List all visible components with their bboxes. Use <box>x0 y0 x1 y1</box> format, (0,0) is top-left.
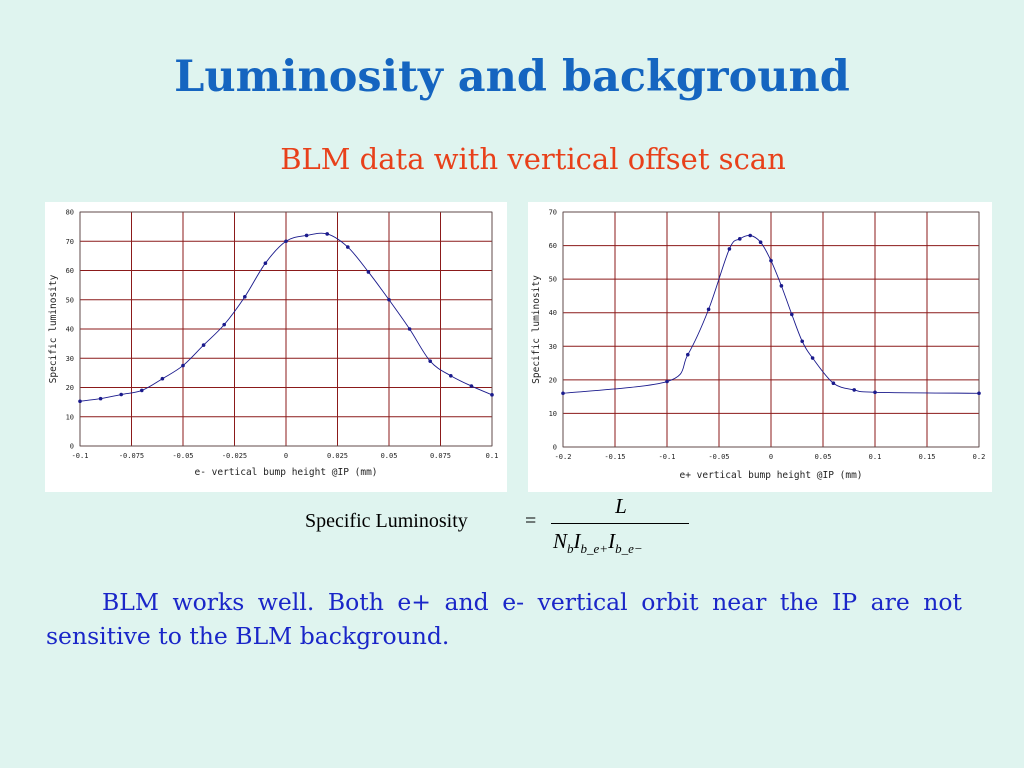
data-point <box>706 307 711 312</box>
y-tick-label: 70 <box>549 209 557 217</box>
y-tick-label: 20 <box>66 384 74 392</box>
data-point <box>449 374 453 378</box>
conclusion-text: BLM works well. Both e+ and e- vertical … <box>46 588 962 650</box>
data-point <box>366 270 371 274</box>
data-point <box>222 322 226 327</box>
x-tick-label: 0.05 <box>381 452 398 460</box>
y-tick-label: 10 <box>549 410 557 418</box>
e-plus-scan-svg: -0.2 -0.15 -0.1 -0.05 0 0.05 0.1 0.15 0.2 0 10 20 30… <box>531 209 986 482</box>
data-point <box>78 399 82 404</box>
den-n: N <box>553 529 568 553</box>
e-minus-scan-chart: -0.1 -0.075 -0.05 -0.025 0 0.025 0.05 0.075 0.1 0… <box>45 202 507 492</box>
y-tick-label: 60 <box>549 242 557 250</box>
formula-numerator: L <box>615 494 627 518</box>
data-point <box>304 233 309 238</box>
x-axis-label: e+ vertical bump height @IP (mm) <box>679 470 862 481</box>
data-point <box>831 381 836 386</box>
data-point <box>346 245 350 249</box>
y-tick-label: 50 <box>549 276 557 284</box>
e-plus-scan-chart: -0.2 -0.15 -0.1 -0.05 0 0.05 0.1 0.15 0.2 0 10 20 30… <box>528 202 992 492</box>
x-tick-label: -0.1 <box>659 453 676 461</box>
data-point <box>284 239 288 244</box>
data-point <box>469 384 474 388</box>
y-tick-label: 40 <box>66 326 74 334</box>
data-point <box>758 240 763 245</box>
data-point <box>181 363 185 368</box>
data-point <box>407 327 412 331</box>
x-tick-label: -0.2 <box>555 453 572 461</box>
x-tick-label: 0.1 <box>486 452 499 460</box>
x-tick-label: 0 <box>284 452 288 460</box>
den-i2: I <box>608 529 616 553</box>
x-tick-label: -0.025 <box>222 452 247 460</box>
y-tick-label: 20 <box>549 376 557 384</box>
data-point <box>325 232 330 236</box>
y-tick-label: 0 <box>553 444 557 452</box>
x-tick-label: 0.075 <box>430 452 451 460</box>
data-point <box>727 247 732 251</box>
den-i1: I <box>573 529 581 553</box>
data-point <box>873 390 877 395</box>
y-tick-label: 50 <box>66 296 74 304</box>
x-tick-label: -0.05 <box>172 452 193 460</box>
x-axis-label: e- vertical bump height @IP (mm) <box>194 467 377 478</box>
data-point <box>561 391 565 396</box>
data-point <box>810 356 815 360</box>
y-axis-label: Specific luminosity <box>48 274 59 383</box>
den-n-sub: b <box>567 541 574 557</box>
data-point <box>119 392 123 397</box>
y-tick-label: 30 <box>549 343 557 351</box>
data-point <box>748 233 752 238</box>
data-point <box>201 343 206 347</box>
e-minus-scan-svg: -0.1 -0.075 -0.05 -0.025 0 0.025 0.05 0.075 0.1 0… <box>48 209 499 479</box>
data-point <box>98 396 103 401</box>
x-tick-label: -0.15 <box>604 453 625 461</box>
den-i1-sub: b_e+ <box>580 541 609 557</box>
data-point <box>665 379 669 384</box>
x-tick-label: -0.05 <box>708 453 729 461</box>
y-tick-label: 10 <box>66 413 74 421</box>
formula-label: Specific Luminosity <box>305 510 468 532</box>
slide-subtitle: BLM data with vertical offset scan <box>280 142 786 176</box>
y-tick-label: 80 <box>66 209 74 217</box>
plot-frame <box>79 211 493 447</box>
slide-title: Luminosity and background <box>174 52 850 102</box>
x-tick-label: 0.025 <box>327 452 348 460</box>
data-point <box>977 391 981 396</box>
data-point <box>686 352 690 357</box>
data-point <box>140 388 144 393</box>
data-point <box>738 237 742 241</box>
x-tick-label: 0 <box>769 453 773 461</box>
den-i2-sub: b_e− <box>615 541 643 557</box>
y-tick-label: 60 <box>66 267 74 275</box>
formula-denominator: NbIb_e+Ib_e− <box>553 529 643 557</box>
fraction-bar <box>551 523 689 524</box>
x-tick-label: 0.15 <box>919 453 936 461</box>
data-point <box>490 393 494 397</box>
data-point <box>160 376 165 381</box>
data-point <box>800 339 804 344</box>
data-point <box>263 261 268 265</box>
y-tick-label: 40 <box>549 309 557 317</box>
x-tick-label: -0.075 <box>119 452 144 460</box>
y-tick-label: 0 <box>70 443 74 451</box>
y-tick-label: 30 <box>66 355 74 363</box>
plot-frame <box>562 211 980 448</box>
x-tick-label: -0.1 <box>72 452 89 460</box>
data-point <box>852 388 856 392</box>
x-tick-label: 0.1 <box>869 453 882 461</box>
data-point <box>779 284 784 288</box>
x-tick-label: 0.05 <box>815 453 832 461</box>
y-tick-label: 70 <box>66 238 74 246</box>
y-axis-label: Specific luminosity <box>531 275 542 384</box>
data-point <box>790 312 794 317</box>
data-point <box>769 258 773 263</box>
data-point <box>243 295 247 299</box>
formula-equals: = <box>525 510 537 532</box>
x-tick-label: 0.2 <box>973 453 986 461</box>
specific-luminosity-formula: Specific Luminosity = L NbIb_e+Ib_e− <box>305 494 705 566</box>
data-point <box>428 359 433 363</box>
data-point <box>387 297 391 302</box>
